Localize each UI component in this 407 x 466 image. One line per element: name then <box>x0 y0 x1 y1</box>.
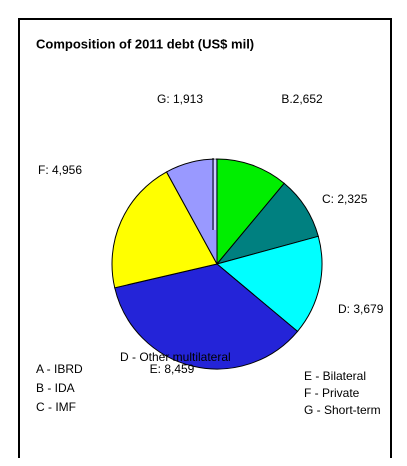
legend-entry: A - IBRD <box>36 362 83 376</box>
pie-slice <box>215 235 323 333</box>
data-label: F: 4,956 <box>38 163 82 177</box>
legend-entry: C - IMF <box>36 400 76 414</box>
data-label: G: 1,913 <box>157 92 203 106</box>
chart-title: Composition of 2011 debt (US$ mil) <box>36 36 254 51</box>
legend-entry: G - Short-term <box>304 403 381 417</box>
legend-entry: F - Private <box>304 386 360 400</box>
legend-entry: D - Other multilateral <box>120 350 231 364</box>
pie <box>111 158 323 370</box>
data-label: E: 8,459 <box>150 362 195 376</box>
data-label: B.2,652 <box>281 92 323 106</box>
pie-slice <box>165 158 218 265</box>
pie-slice <box>114 263 299 370</box>
legend-entry: B - IDA <box>36 381 75 395</box>
data-label: D: 3,679 <box>338 302 384 316</box>
frame <box>18 18 392 458</box>
pie-slice <box>111 171 218 289</box>
data-label: C: 2,325 <box>322 192 368 206</box>
pie-slice <box>216 158 285 266</box>
legend-entry: E - Bilateral <box>304 369 366 383</box>
